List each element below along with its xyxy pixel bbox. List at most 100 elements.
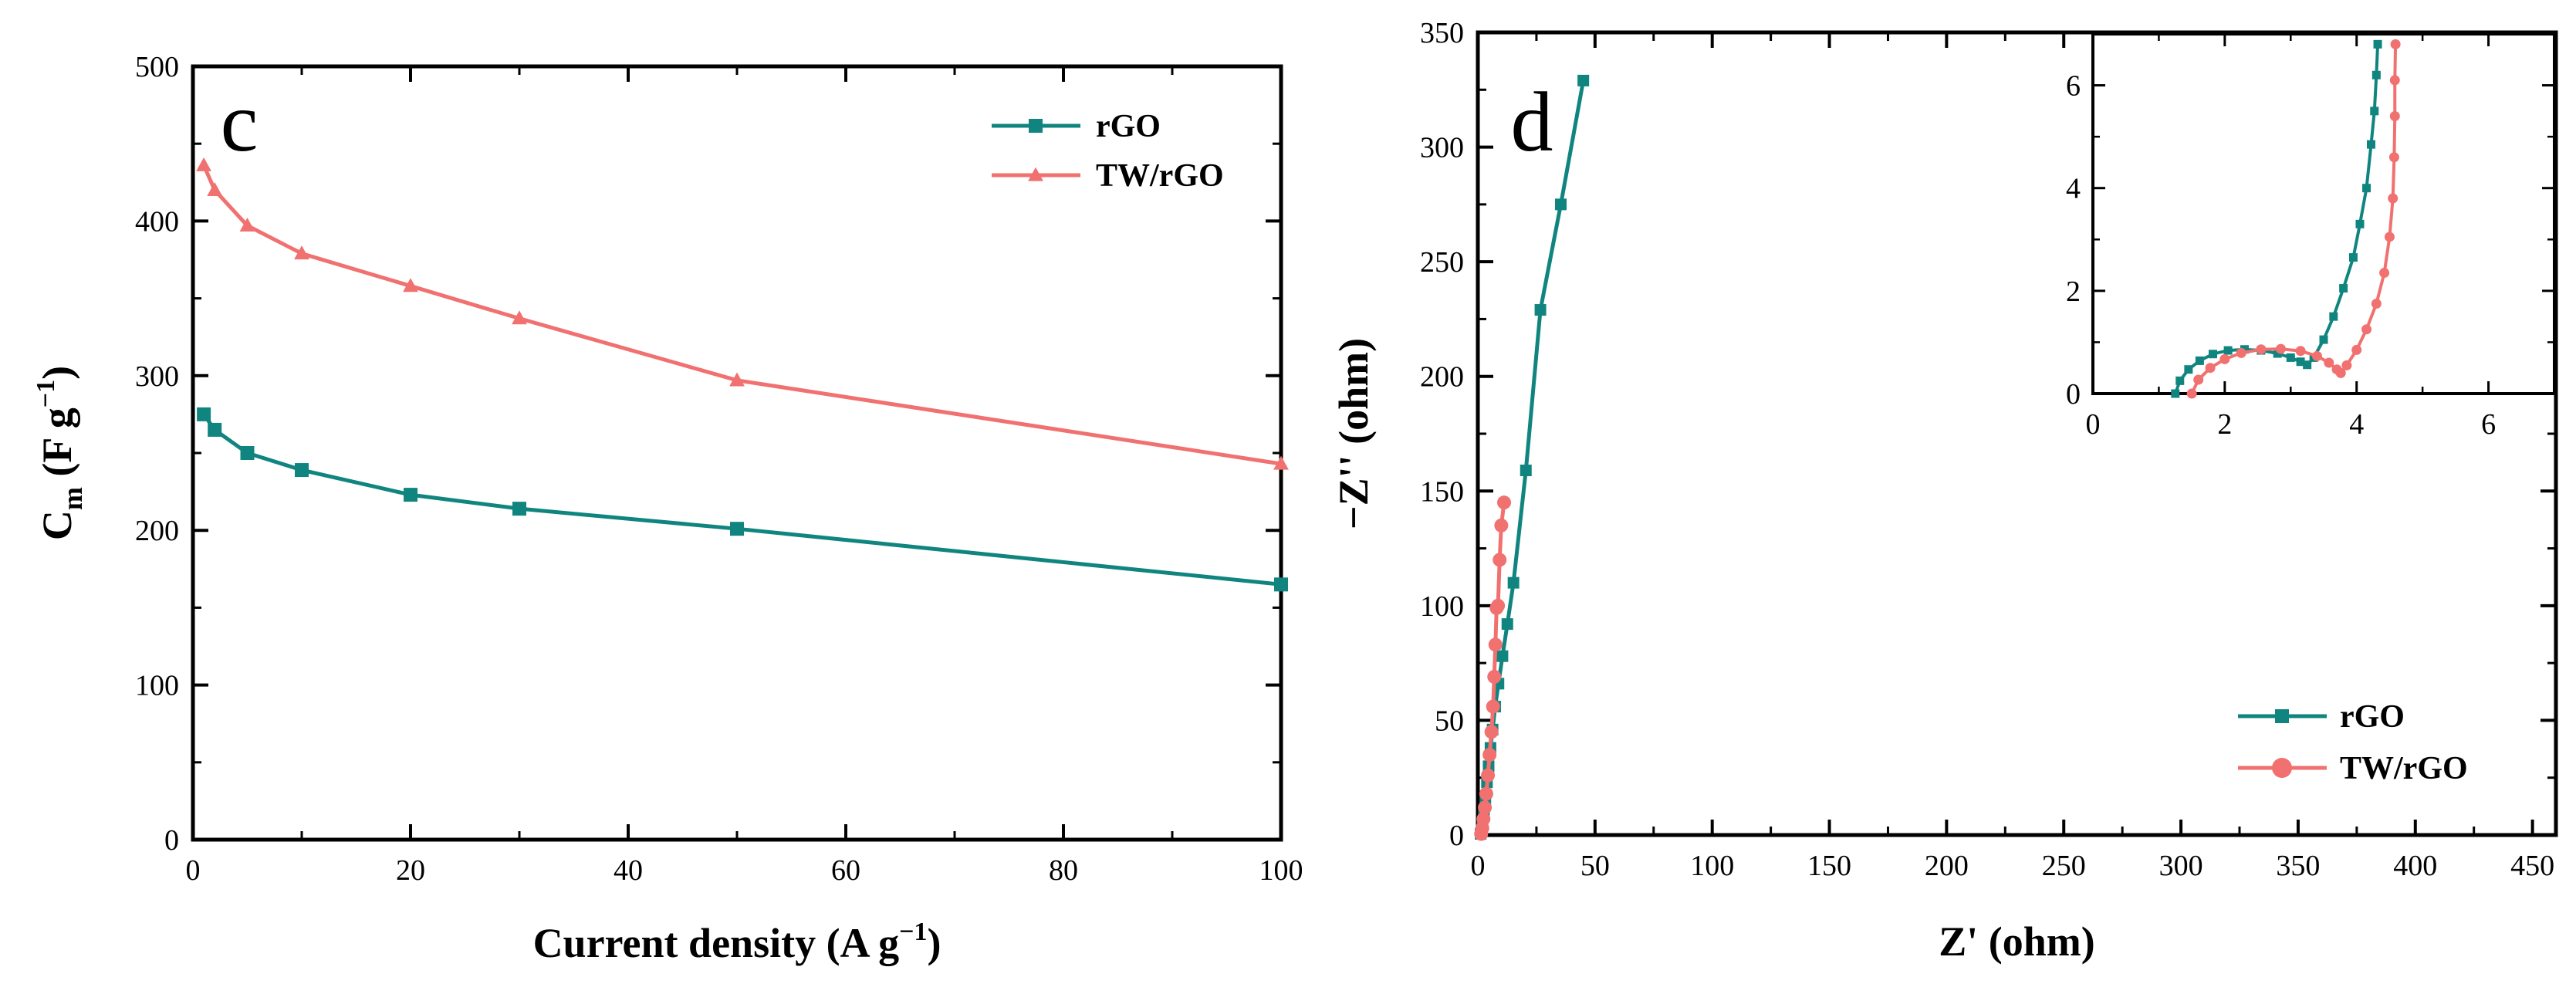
y-tick-label: 200 <box>1420 361 1464 394</box>
x-tick-label: 300 <box>2159 850 2203 882</box>
inset-data-point <box>2384 232 2395 242</box>
panel-label-c: c <box>221 75 259 169</box>
series-tw-rgo <box>196 157 1289 470</box>
inset-y-tick-label: 6 <box>2066 70 2081 103</box>
x-tick-label: 20 <box>396 854 425 887</box>
inset-chart: 0 2 4 6 0 2 4 6 <box>2066 32 2556 441</box>
inset-data-point <box>2329 312 2338 321</box>
y-axis-title-rest: (F g <box>34 407 80 487</box>
data-point <box>729 372 745 387</box>
data-point <box>207 181 223 196</box>
x-axis-title: Current density (A g−1) <box>533 918 941 966</box>
inset-y-tick-label: 4 <box>2066 173 2081 205</box>
inset-data-point <box>2355 219 2365 228</box>
data-point <box>1481 768 1496 783</box>
x-axis-title-end: ) <box>927 920 941 966</box>
legend-label: TW/rGO <box>1096 158 1224 194</box>
data-point <box>512 310 527 325</box>
inset-data-point <box>2311 350 2322 361</box>
x-tick-label: 350 <box>2276 850 2320 882</box>
inset-data-point <box>2379 268 2390 279</box>
series-rgo <box>197 407 1288 592</box>
legend-label: TW/rGO <box>2340 751 2468 786</box>
x-tick-label: 80 <box>1049 854 1078 887</box>
x-tick-label: 150 <box>1807 850 1851 882</box>
x-tick-label: 100 <box>1259 854 1303 887</box>
x-axis-title: Z' (ohm) <box>1939 918 2095 965</box>
data-point <box>1493 553 1507 567</box>
inset-data-point <box>2390 39 2401 49</box>
inset-data-point <box>2208 350 2217 359</box>
inset-data-point <box>2286 353 2295 362</box>
y-axis-title: Cm (F g−1) <box>32 366 88 540</box>
inset-data-point <box>2335 367 2346 378</box>
y-tick-label: 0 <box>164 824 179 857</box>
inset-x-tick-label: 2 <box>2217 408 2232 441</box>
inset-data-point <box>2175 376 2185 385</box>
inset-data-point <box>2295 346 2306 357</box>
y-tick-label: 50 <box>1435 705 1464 737</box>
chart-c: 0 20 40 60 80 100 0 100 200 300 400 500 Current dens… <box>32 51 1303 966</box>
data-point <box>1577 74 1590 86</box>
y-tick-label: 300 <box>1420 132 1464 164</box>
y-axis-title-main: C <box>34 510 80 540</box>
data-point <box>294 245 309 260</box>
data-point <box>1501 618 1513 631</box>
inset-data-point <box>2193 374 2204 385</box>
inset-series-rgo <box>2171 39 2382 398</box>
inset-data-point <box>2186 388 2197 399</box>
x-tick-label: 200 <box>1925 850 1969 882</box>
inset-x-tick-label: 6 <box>2481 408 2496 441</box>
data-point <box>403 278 418 292</box>
data-point <box>1497 495 1512 510</box>
data-point <box>730 522 744 536</box>
data-point <box>1496 650 1509 662</box>
inset-x-tick-label: 0 <box>2086 408 2101 441</box>
data-point <box>1487 669 1502 684</box>
legend-marker <box>2275 709 2289 723</box>
x-tick-label: 60 <box>831 854 860 887</box>
inset-data-point <box>2373 39 2382 49</box>
inset-series-tw-rgo <box>2186 39 2401 399</box>
data-point <box>196 157 211 171</box>
data-point <box>1534 304 1547 316</box>
y-tick-label: 350 <box>1420 17 1464 49</box>
y-axis-title: −Z'' (ohm) <box>1330 338 1377 529</box>
inset-data-point <box>2388 193 2399 204</box>
legend-label: rGO <box>1096 109 1161 144</box>
inset-frame <box>2091 32 2556 395</box>
inset-data-point <box>2370 106 2379 116</box>
inset-data-point <box>2296 357 2305 367</box>
y-tick-label: 500 <box>135 51 179 83</box>
series-line <box>1479 79 1586 835</box>
y-tick-label: 0 <box>1449 820 1464 852</box>
inset-data-point <box>2388 152 2399 163</box>
y-tick-label: 250 <box>1420 246 1464 279</box>
inset-data-point <box>2324 357 2334 368</box>
data-point <box>1507 576 1520 589</box>
inset-data-point <box>2351 344 2362 355</box>
inset-data-point <box>2348 253 2358 262</box>
inset-data-point <box>2362 184 2371 193</box>
data-point <box>1482 748 1497 762</box>
x-axis-title-sup: −1 <box>899 918 927 946</box>
x-tick-label: 0 <box>186 854 201 887</box>
y-tick-label: 200 <box>135 515 179 547</box>
data-point <box>1274 577 1288 592</box>
inset-y-tick-label: 2 <box>2066 276 2081 308</box>
x-tick-label: 100 <box>1690 850 1734 882</box>
data-point <box>1494 518 1509 532</box>
data-point <box>197 407 211 421</box>
panel-label-d: d <box>1511 75 1553 169</box>
legend-marker <box>2272 758 2292 778</box>
series-line <box>201 164 1282 466</box>
y-tick-label: 100 <box>1420 590 1464 623</box>
y-tick-label: 150 <box>1420 475 1464 508</box>
inset-data-point <box>2303 360 2312 370</box>
inset-data-point <box>2341 360 2352 370</box>
data-point <box>1491 598 1506 613</box>
data-point <box>1273 455 1289 470</box>
data-point <box>1486 699 1500 714</box>
data-point <box>404 488 418 502</box>
